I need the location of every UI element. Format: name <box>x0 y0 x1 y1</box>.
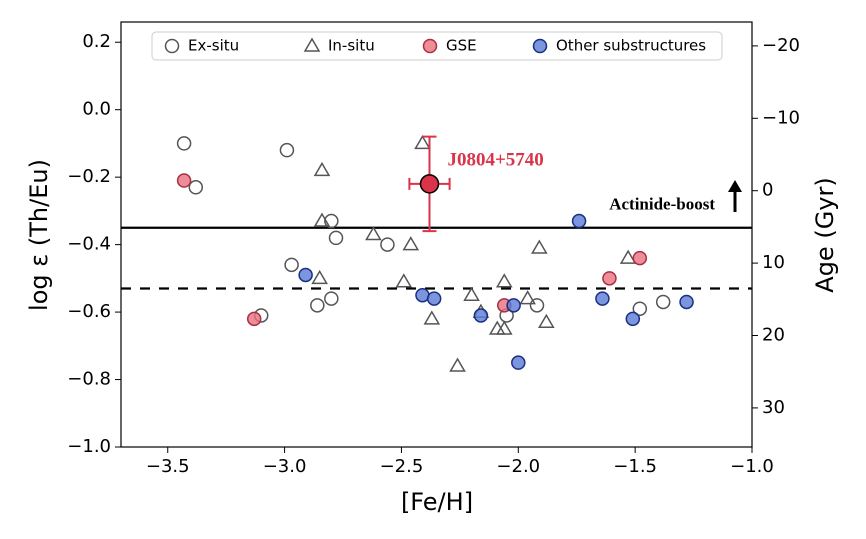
point <box>298 267 313 283</box>
point <box>495 320 513 335</box>
point <box>313 161 331 177</box>
point <box>632 250 648 266</box>
point <box>506 298 521 313</box>
point <box>511 355 526 370</box>
y2-tick-label: 20 <box>762 325 785 346</box>
y-tick-label: 0.0 <box>82 99 111 120</box>
point <box>531 239 548 254</box>
point <box>328 230 344 246</box>
highlight-point <box>419 174 440 194</box>
y-tick-label: −0.6 <box>67 301 111 322</box>
point <box>538 313 555 328</box>
y2-tick-label: 30 <box>762 397 785 418</box>
point <box>176 173 192 188</box>
point <box>395 273 413 288</box>
point <box>279 142 295 158</box>
point <box>164 38 180 54</box>
point <box>422 38 438 54</box>
y-tick-label: −0.4 <box>67 234 111 255</box>
point <box>632 301 648 316</box>
point <box>365 226 382 241</box>
point <box>423 310 441 325</box>
point <box>426 291 442 306</box>
point <box>679 294 694 310</box>
y-axis-label: log ε (Th/Eu) <box>25 159 53 311</box>
point <box>313 212 331 227</box>
legend-label: Ex-situ <box>188 37 239 55</box>
x-tick-label: −3.0 <box>263 456 307 477</box>
y2-tick-label: 10 <box>762 252 785 273</box>
y-tick-label: 0.2 <box>82 31 111 52</box>
point <box>495 273 513 288</box>
point <box>310 298 325 313</box>
y-tick-label: −0.8 <box>67 369 111 390</box>
legend-label: Other substructures <box>556 37 706 55</box>
boost-arrow <box>728 180 742 212</box>
x-tick-label: −1.0 <box>730 456 774 477</box>
point <box>324 291 339 306</box>
y-tick-label: −0.2 <box>67 166 111 187</box>
point <box>463 286 480 301</box>
legend-label: In-situ <box>328 37 375 55</box>
point <box>488 320 506 335</box>
point <box>449 357 466 372</box>
x-axis-label: [Fe/H] <box>401 488 473 516</box>
point <box>655 294 671 310</box>
point <box>188 180 204 195</box>
reference-label: Actinide-boost <box>609 195 715 214</box>
y2-tick-label: −10 <box>762 107 800 128</box>
point <box>303 37 321 52</box>
point <box>324 213 339 229</box>
point <box>602 271 617 286</box>
y2-tick-label: 0 <box>762 180 773 201</box>
point <box>380 237 395 252</box>
x-tick-label: −1.5 <box>613 456 657 477</box>
plot-frame <box>120 21 753 448</box>
point <box>625 311 641 327</box>
point <box>284 257 299 273</box>
x-tick-label: −2.5 <box>380 456 424 477</box>
x-tick-label: −3.5 <box>146 456 190 477</box>
point <box>519 290 536 305</box>
point <box>246 311 262 327</box>
x-tick-label: −2.0 <box>496 456 540 477</box>
point <box>402 236 420 251</box>
y2-tick-label: −20 <box>762 35 800 56</box>
point <box>176 136 192 151</box>
point <box>473 308 489 323</box>
point <box>311 269 328 285</box>
point <box>571 213 587 229</box>
legend: Ex-situ In-situ GSE Other substructures <box>151 31 723 61</box>
legend-label: GSE <box>446 37 477 55</box>
highlight-label: J0804+5740 <box>447 149 543 170</box>
y-tick-label: −1.0 <box>67 436 111 457</box>
y2-axis-label: Age (Gyr) <box>811 177 839 292</box>
point <box>532 38 548 54</box>
point <box>414 134 431 150</box>
point <box>529 298 545 313</box>
point <box>619 249 637 264</box>
point <box>595 291 610 306</box>
